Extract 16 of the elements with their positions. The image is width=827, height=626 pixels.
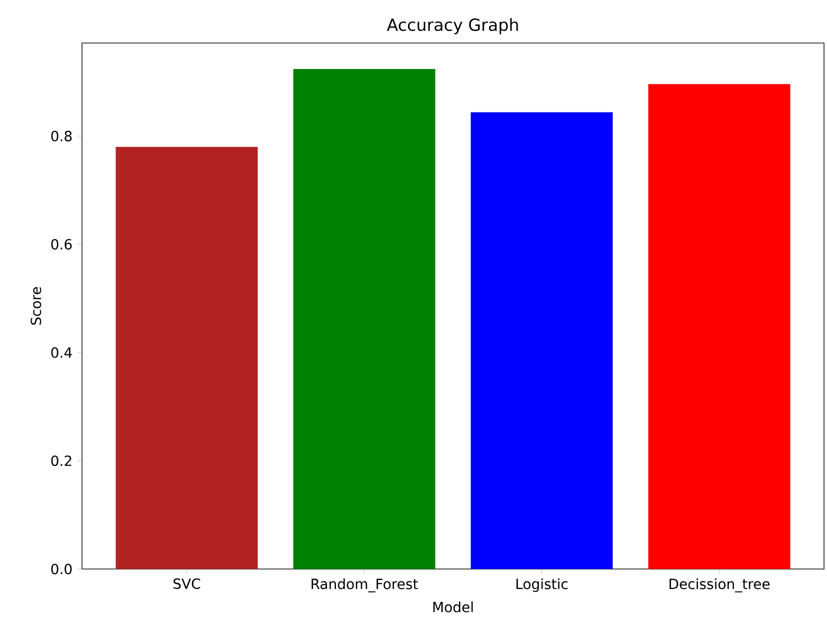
bar (293, 68, 436, 569)
x-tick-label: Random_Forest (312, 578, 418, 592)
y-tick-label: 0.0 (51, 564, 72, 574)
x-tick-label: Decission_tree (670, 578, 770, 592)
y-tick-label: 0.8 (51, 130, 72, 142)
bar (648, 84, 790, 569)
x-axis-title: Model (433, 601, 473, 612)
y-tick-label: 0.6 (51, 239, 72, 250)
y-axis-title: Score (30, 287, 42, 325)
bar (470, 112, 613, 569)
y-tick-label: 0.2 (51, 455, 72, 466)
x-tick-label: SVC (174, 578, 200, 589)
bar (116, 146, 258, 569)
chart-title: Accuracy Graph (386, 18, 518, 34)
y-tick-label: 0.4 (51, 347, 72, 358)
x-tick-label: Logistic (516, 578, 568, 592)
